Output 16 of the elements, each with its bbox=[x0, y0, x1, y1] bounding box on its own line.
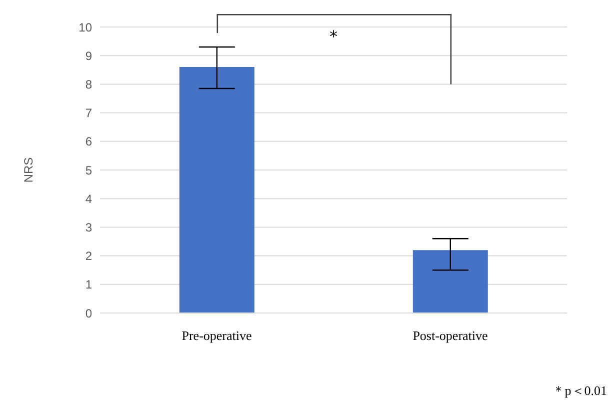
y-tick-label: 10 bbox=[78, 20, 92, 34]
x-tick-label: Pre-operative bbox=[182, 328, 252, 344]
y-tick-label: 9 bbox=[85, 48, 92, 63]
y-tick-label: 2 bbox=[85, 249, 92, 264]
y-tick-label: 1 bbox=[85, 278, 92, 292]
y-tick-label: 5 bbox=[85, 163, 92, 178]
y-tick-label: 7 bbox=[85, 106, 92, 120]
y-axis-title: NRS bbox=[21, 157, 36, 183]
y-tick-label: 4 bbox=[85, 192, 92, 206]
text: ＊p＜0.01 bbox=[552, 382, 607, 400]
x-tick-label: Post-operative bbox=[412, 328, 488, 344]
y-tick-label: 0 bbox=[85, 306, 92, 320]
annotation: * bbox=[330, 27, 338, 46]
y-tick-label: 3 bbox=[85, 220, 92, 234]
y-tick-label: 8 bbox=[85, 77, 92, 92]
y-tick-label: 6 bbox=[85, 134, 92, 149]
